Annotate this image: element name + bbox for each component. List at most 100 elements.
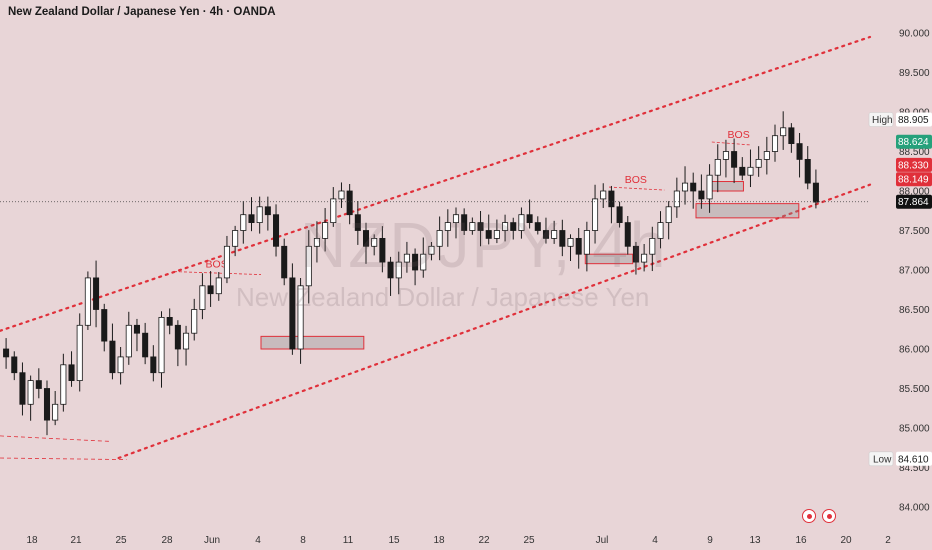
target-icon[interactable] (802, 509, 816, 523)
candle-body (673, 190, 680, 208)
high-tag: High (872, 115, 893, 126)
candle-body (436, 230, 443, 247)
candle-body (747, 166, 754, 176)
candle-body (117, 356, 124, 374)
candle-body (346, 190, 353, 216)
candle-body (52, 403, 59, 421)
candle-body (264, 206, 271, 216)
high-value: 88.905 (898, 115, 929, 126)
candle-body (240, 214, 247, 231)
candle-body (395, 261, 402, 279)
candle-body (551, 230, 558, 239)
candle-body (722, 151, 729, 160)
candle-body (812, 182, 819, 203)
time-tick-label: 16 (795, 535, 807, 546)
channel-lower-line (117, 183, 872, 460)
time-tick-label: 22 (478, 535, 490, 546)
time-tick-label: Jun (204, 535, 220, 546)
candle-body (444, 222, 451, 231)
candle-body (11, 356, 18, 374)
candle-body (84, 277, 91, 326)
candle-body (142, 332, 149, 358)
candle-body (608, 190, 615, 208)
price-tick-label: 84.500 (899, 463, 930, 474)
candle-body (256, 206, 263, 224)
low-value-box (896, 451, 932, 466)
demand-zones (260, 181, 800, 350)
candles (3, 111, 819, 436)
price-tick-label: 85.500 (899, 384, 930, 395)
candle-body (412, 253, 419, 271)
price-tick-label: 86.500 (899, 305, 930, 316)
candle-body (313, 237, 320, 247)
target-icon[interactable] (822, 509, 836, 523)
candle-body (379, 237, 386, 263)
candle-body (763, 151, 770, 160)
chart-title: New Zealand Dollar / Japanese Yen · 4h ·… (8, 6, 276, 18)
candle-body (133, 324, 140, 334)
time-tick-label: 28 (161, 535, 173, 546)
candle-body (452, 214, 460, 223)
candle-body (387, 261, 394, 279)
candle-body (624, 222, 631, 247)
candle-body (166, 316, 173, 326)
candle-body (780, 127, 787, 137)
candle-body (493, 230, 500, 239)
low-value: 84.610 (898, 454, 929, 465)
candle-body (641, 253, 648, 263)
bos-label: BOS (206, 259, 228, 271)
time-tick-label: 13 (749, 535, 761, 546)
candle-body (183, 332, 190, 350)
support-dashed-line (0, 457, 127, 460)
time-tick-label: 20 (840, 535, 852, 546)
bos-line (711, 141, 752, 146)
price-tick-label: 90.000 (899, 29, 930, 40)
candle-body (76, 324, 83, 381)
bos-label: BOS (625, 174, 647, 186)
high-tag-box (868, 112, 894, 127)
time-tick-label: 18 (26, 535, 38, 546)
candle-body (125, 324, 132, 358)
candle-body (19, 372, 26, 405)
candle-body (3, 348, 10, 358)
channel-upper-line (0, 35, 872, 332)
candle-body (174, 324, 181, 350)
watermark-ticker: NZDJPY, 4h (300, 209, 668, 281)
candle-body (109, 340, 116, 374)
candle-body (362, 230, 370, 247)
bos-label: BOS (728, 129, 750, 141)
price-tick-label: 84.000 (899, 503, 930, 514)
bos-markers: BOS BOS BOS (173, 129, 752, 275)
time-tick-label: 25 (523, 535, 535, 546)
candle-body (796, 143, 803, 160)
channel-lines (0, 35, 872, 460)
support-dashed-line (0, 435, 111, 442)
candle-body (273, 214, 280, 247)
time-tick-label: 8 (300, 535, 306, 546)
candle-body (248, 214, 255, 223)
candle-body (632, 245, 639, 263)
candle-body (592, 198, 599, 231)
time-axis[interactable]: 18 21 25 28 Jun 4 8 11 15 18 22 25 Jul 4 9 13 16 20 2 (26, 535, 891, 546)
current-price-tag-box (896, 194, 932, 209)
time-tick-label: 25 (115, 535, 127, 546)
candle-body (93, 277, 100, 310)
price-tick-label: 89.500 (899, 68, 930, 79)
candle-body (526, 214, 533, 223)
candle-body (371, 237, 378, 247)
candle-body (698, 190, 705, 200)
candle-body (510, 222, 517, 231)
candle-body (518, 214, 525, 231)
price-tick-label: 87.500 (899, 226, 930, 237)
price-axis[interactable]: 90.00089.50089.00088.50088.00087.50087.0… (899, 29, 930, 514)
candle-body (616, 206, 623, 224)
time-tick-label: 11 (343, 535, 354, 546)
candle-body (420, 253, 427, 271)
time-tick-label: 4 (255, 535, 261, 546)
candle-body (477, 222, 484, 231)
candle-body (657, 222, 664, 239)
candle-body (714, 158, 721, 176)
time-tick-label: 21 (70, 535, 82, 546)
candle-body (428, 245, 435, 255)
